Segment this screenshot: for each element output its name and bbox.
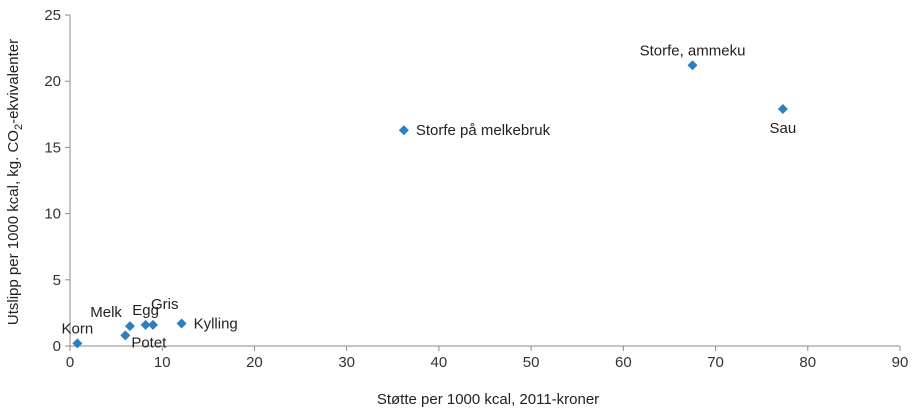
x-tick-label: 90 <box>892 354 909 371</box>
x-tick-label: 20 <box>246 354 263 371</box>
y-tick-label: 5 <box>53 272 61 289</box>
y-tick-label: 25 <box>44 7 61 24</box>
y-axis-title: Utslipp per 1000 kcal, kg. CO2-ekvivalen… <box>5 39 25 325</box>
x-tick-label: 40 <box>431 354 448 371</box>
y-tick-label: 0 <box>53 338 61 355</box>
x-axis: 0 10 20 30 40 50 60 70 80 90 <box>66 345 909 371</box>
data-point <box>124 321 135 332</box>
y-axis-title-subscript: 2 <box>13 124 25 130</box>
y-tick-label: 15 <box>44 139 61 156</box>
y-tick-label: 10 <box>44 206 61 223</box>
data-label: Gris <box>151 296 179 313</box>
data-points <box>72 60 788 349</box>
data-point <box>176 318 187 329</box>
x-tick-label: 80 <box>799 354 816 371</box>
x-axis-title: Støtte per 1000 kcal, 2011-kroner <box>377 391 599 408</box>
data-point <box>687 60 698 71</box>
data-label: Storfe, ammeku <box>640 42 746 59</box>
data-point <box>148 319 158 330</box>
x-tick-label: 60 <box>615 354 632 371</box>
data-label: Korn <box>62 320 94 337</box>
x-tick-label: 30 <box>338 354 355 371</box>
data-point <box>398 125 409 136</box>
y-tick-label: 20 <box>44 73 61 90</box>
data-label: Sau <box>770 120 797 137</box>
y-axis-title-part-2: -ekvivalenter <box>5 39 22 124</box>
data-label: Potet <box>131 334 167 351</box>
data-label: Melk <box>90 304 122 321</box>
y-axis-title-part-1: Utslipp per 1000 kcal, kg. CO <box>5 130 22 325</box>
data-point <box>140 319 151 330</box>
data-point <box>72 338 83 349</box>
y-axis: 0 5 10 15 20 25 <box>44 7 71 355</box>
x-tick-label: 50 <box>523 354 540 371</box>
data-label: Storfe på melkebruk <box>416 122 551 139</box>
x-tick-label: 70 <box>707 354 724 371</box>
data-point <box>120 330 131 341</box>
data-point <box>777 104 788 115</box>
data-label: Egg <box>132 302 159 319</box>
data-label: Kylling <box>194 315 238 332</box>
x-tick-label: 10 <box>154 354 171 371</box>
x-tick-label: 0 <box>66 354 74 371</box>
